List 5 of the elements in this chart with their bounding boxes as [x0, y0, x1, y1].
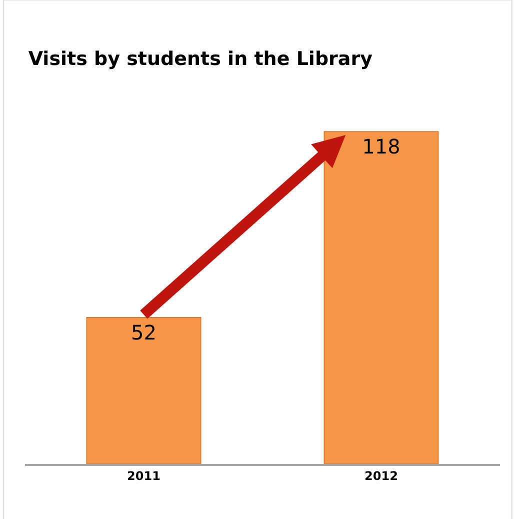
x-tick-label: 2012 [364, 469, 398, 484]
x-tick-label: 2011 [127, 469, 160, 484]
data-label: 118 [362, 134, 400, 159]
chart-title: Visits by students in the Library [28, 48, 374, 70]
data-label: 52 [131, 320, 156, 345]
